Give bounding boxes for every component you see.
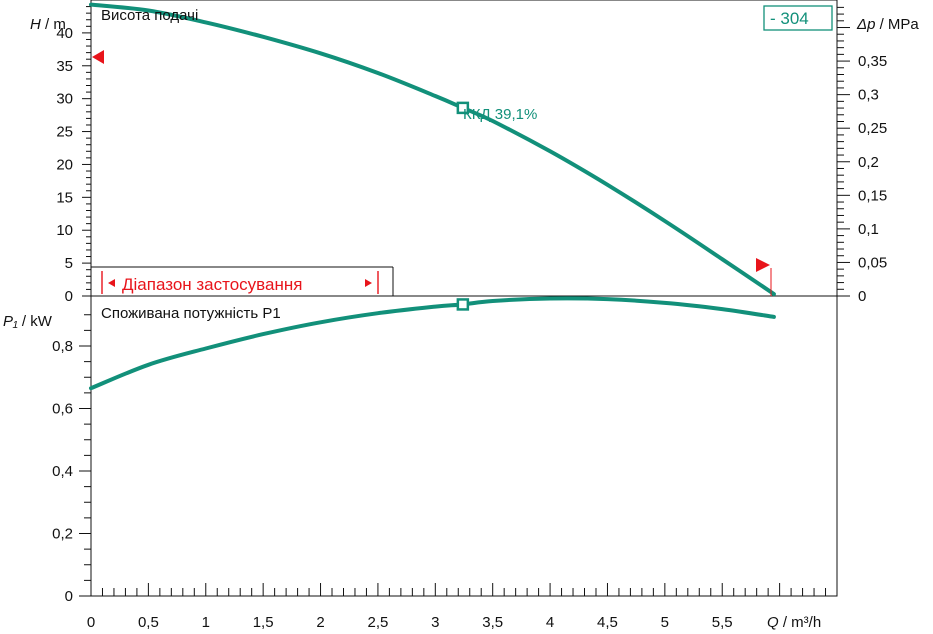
pressure-tick-label: 0,2 — [858, 154, 879, 171]
power-tick-label: 0,6 — [52, 401, 73, 418]
pressure-tick-label: 0,35 — [858, 53, 887, 70]
x-tick-label: 5,5 — [712, 614, 733, 631]
x-tick-label: 4 — [546, 614, 554, 631]
model-badge-box — [763, 5, 833, 31]
x-tick-label: 3 — [431, 614, 439, 631]
x-tick-label: 3,5 — [482, 614, 503, 631]
pressure-tick-label: 0,3 — [858, 87, 879, 104]
head-tick-label: 15 — [56, 189, 73, 206]
pressure-axis-label: Δp / MPa — [856, 16, 919, 33]
x-tick-label: 5 — [661, 614, 669, 631]
head-tick-label: 20 — [56, 156, 73, 173]
power-axis-label: P₁ / kW — [3, 313, 53, 330]
application-range-right-arrow — [365, 279, 372, 287]
head-tick-label: 5 — [65, 255, 73, 272]
x-tick-label: 1,5 — [253, 614, 274, 631]
x-tick-label: 2,5 — [367, 614, 388, 631]
max-head-arrow — [92, 50, 104, 64]
power-tick-label: 0,8 — [52, 338, 73, 355]
head-tick-label: 35 — [56, 58, 73, 75]
power-tick-label: 0 — [65, 588, 73, 605]
power-tick-label: 0,4 — [52, 463, 73, 480]
efficiency-label: ККД 39,1% — [463, 106, 537, 123]
plot-frame — [90, 0, 838, 597]
x-tick-label: 4,5 — [597, 614, 618, 631]
head-curve — [89, 2, 776, 296]
model-badge: - 304 — [763, 5, 833, 31]
pressure-tick-label: 0 — [858, 288, 866, 305]
flow-axis-label: Q / m³/h — [767, 614, 821, 631]
x-tick-label: 0 — [87, 614, 95, 631]
application-range-label: Діапазон застосування — [122, 275, 302, 294]
head-operating-point — [456, 101, 470, 115]
power-operating-point — [456, 298, 470, 311]
head-panel-title: Висота подачі — [101, 7, 198, 24]
head-tick-label: 0 — [65, 288, 73, 305]
x-tick-label: 2 — [316, 614, 324, 631]
model-badge-text: - 304 — [770, 9, 809, 28]
power-tick-label: 0,2 — [52, 526, 73, 543]
head-tick-label: 40 — [56, 25, 73, 42]
head-axis-label: H / m — [30, 16, 66, 33]
head-tick-label: 30 — [56, 91, 73, 108]
x-tick-label: 0,5 — [138, 614, 159, 631]
power-curve — [89, 296, 776, 391]
pressure-tick-label: 0,15 — [858, 187, 887, 204]
power-panel-title: Споживана потужність P1 — [101, 305, 281, 322]
head-tick-label: 10 — [56, 222, 73, 239]
max-flow-marker — [756, 258, 772, 296]
max-flow-arrow — [756, 258, 770, 272]
application-range: Діапазон застосування — [91, 266, 394, 296]
application-range-left-arrow — [108, 279, 115, 287]
pressure-tick-label: 0,1 — [858, 221, 879, 238]
x-tick-label: 1 — [202, 614, 210, 631]
max-head-marker — [92, 50, 104, 64]
pressure-tick-label: 0,05 — [858, 254, 887, 271]
pressure-tick-label: 0,25 — [858, 120, 887, 137]
head-tick-label: 25 — [56, 124, 73, 141]
